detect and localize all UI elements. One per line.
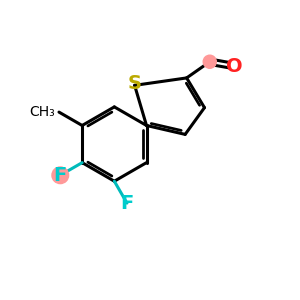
Text: CH₃: CH₃: [30, 105, 56, 119]
Circle shape: [203, 55, 216, 68]
Circle shape: [52, 167, 69, 184]
Text: S: S: [128, 74, 142, 93]
Text: F: F: [54, 166, 67, 185]
Text: O: O: [226, 57, 243, 76]
Circle shape: [229, 61, 240, 71]
Text: F: F: [120, 194, 134, 213]
